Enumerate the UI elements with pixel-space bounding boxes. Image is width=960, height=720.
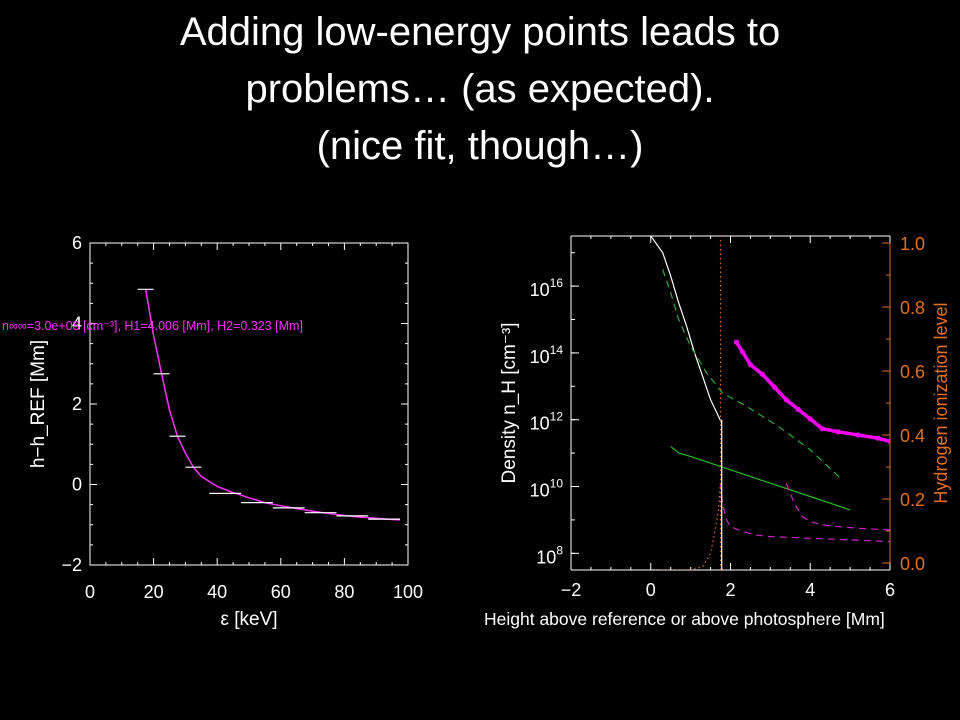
- series-group: [650, 236, 890, 570]
- y-tick-exponent: 16: [550, 276, 564, 290]
- x-tick-label: 100: [393, 582, 423, 602]
- y-tick-exponent: 8: [556, 543, 563, 557]
- series-line-2: [670, 445, 851, 511]
- x-tick-label: 4: [805, 580, 815, 600]
- y2-axis-label: Hydrogen ionization level: [931, 302, 951, 503]
- series-point: [771, 384, 777, 390]
- x-tick-label: 2: [725, 580, 735, 600]
- y2-tick-label: 0.0: [900, 554, 925, 574]
- y-tick-label: 1012: [530, 410, 564, 434]
- y-tick-label: 6: [72, 233, 82, 253]
- y-tick-base: 10: [530, 280, 550, 300]
- y2-tick-label: 0.6: [900, 362, 925, 382]
- series-point: [795, 406, 801, 412]
- series-point: [835, 429, 841, 435]
- y-axis-label: h−h_REF [Mm]: [28, 340, 49, 468]
- series-point: [747, 362, 754, 368]
- x-tick-label: 0: [646, 580, 656, 600]
- y-tick-base: 10: [530, 414, 550, 434]
- y-tick-exponent: 10: [550, 477, 564, 491]
- x-tick-label: −2: [561, 580, 582, 600]
- y-tick-exponent: 12: [550, 410, 564, 424]
- y-axis-label: Density n_H [cm⁻³]: [499, 322, 520, 483]
- x-tick-label: 20: [144, 582, 164, 602]
- y-tick-label: 1010: [530, 477, 564, 501]
- x-tick-label: 60: [271, 582, 291, 602]
- y-tick-base: 10: [536, 547, 556, 567]
- series-point: [855, 432, 861, 438]
- series-line-6: [662, 483, 722, 570]
- y-tick-label: 4: [72, 314, 82, 334]
- series-point: [739, 349, 746, 355]
- x-tick-label: 6: [885, 580, 895, 600]
- series-point: [875, 435, 881, 441]
- y2-tick-label: 0.4: [900, 426, 925, 446]
- y-tick-label: 1016: [530, 276, 564, 300]
- x-axis-label: Height above reference or above photosph…: [484, 609, 885, 629]
- y-tick-label: 0: [72, 475, 82, 495]
- slide-title-line: problems… (as expected).: [245, 67, 715, 111]
- x-tick-label: 40: [207, 582, 227, 602]
- series-line-5: [785, 482, 890, 531]
- series-point: [759, 371, 766, 377]
- series-line-4: [719, 483, 890, 543]
- series-line-0: [650, 236, 723, 424]
- y-tick-exponent: 14: [550, 343, 564, 357]
- series-point: [819, 426, 825, 432]
- fit-curve: [144, 289, 401, 521]
- y2-tick-label: 0.2: [900, 490, 925, 510]
- slide-title-line: Adding low-energy points leads to: [179, 10, 781, 54]
- series-point: [783, 397, 789, 403]
- x-tick-label: 0: [85, 582, 95, 602]
- series-line-1: [662, 269, 843, 481]
- y2-tick-label: 1.0: [900, 234, 925, 254]
- slide-title-line: (nice fit, though…): [316, 124, 644, 168]
- x-tick-label: 80: [334, 582, 354, 602]
- x-axis-label: ε [keV]: [220, 609, 277, 630]
- y2-tick-label: 0.8: [900, 298, 925, 318]
- y-tick-base: 10: [530, 347, 550, 367]
- series-point: [807, 416, 813, 422]
- series-line-3: [735, 341, 890, 444]
- series-point: [887, 438, 890, 444]
- fit-annotation: n∞∞=3.0e+08 [cm⁻³], H1=4.006 [Mm], H2=0.…: [2, 319, 303, 333]
- series-point: [733, 339, 740, 345]
- chart-2: −2 0 2 4 610810101012101410160.00.20.40.60.8…: [484, 234, 951, 629]
- y-tick-label: 108: [536, 543, 563, 567]
- slide-title: Adding low-energy points leads to proble…: [0, 4, 960, 175]
- y-tick-base: 10: [530, 481, 550, 501]
- y-tick-label: 2: [72, 394, 82, 414]
- y-tick-label: −2: [61, 555, 82, 575]
- y-tick-label: 1014: [530, 343, 564, 367]
